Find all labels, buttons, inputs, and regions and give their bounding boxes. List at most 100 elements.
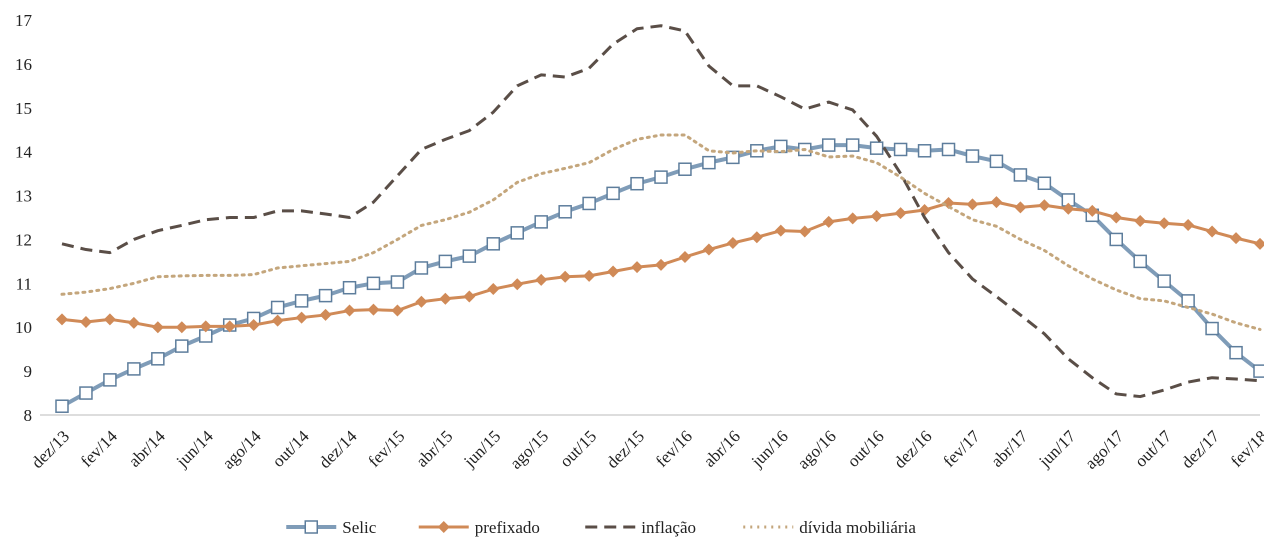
point	[56, 313, 68, 326]
point	[1205, 321, 1219, 336]
point	[893, 142, 908, 157]
point	[103, 313, 116, 326]
y-tick-label: 17	[15, 11, 33, 30]
x-tick-label: dez/17	[1178, 426, 1224, 472]
point	[1230, 232, 1243, 245]
point	[1254, 237, 1264, 250]
point	[846, 212, 859, 225]
point	[319, 308, 332, 321]
x-tick-label: out/17	[1131, 426, 1176, 471]
point	[870, 210, 883, 223]
x-tick-label: fev/16	[652, 427, 696, 471]
point	[391, 304, 404, 317]
y-tick-label: 8	[24, 406, 33, 425]
point	[462, 249, 477, 263]
point	[678, 162, 692, 176]
x-tick-label: ago/15	[506, 427, 552, 473]
series-line	[61, 24, 1261, 399]
point	[606, 186, 620, 201]
point	[175, 339, 189, 353]
point	[55, 399, 69, 413]
legend-label: inflação	[641, 518, 696, 537]
point	[1158, 217, 1171, 230]
point	[582, 196, 596, 211]
x-tick-label: fev/14	[77, 426, 121, 470]
point	[1013, 168, 1028, 182]
point	[510, 226, 524, 240]
y-tick-label: 9	[24, 362, 33, 381]
x-tick-label: out/14	[269, 426, 314, 471]
point	[463, 290, 476, 303]
point	[989, 154, 1004, 169]
point	[726, 236, 739, 249]
x-tick-label: dez/14	[315, 426, 361, 472]
x-tick-label: jun/14	[172, 426, 217, 471]
point	[1133, 254, 1147, 269]
point	[821, 138, 836, 152]
point	[487, 283, 500, 296]
point	[175, 321, 188, 334]
x-tick-label: fev/18	[1227, 427, 1264, 471]
point	[774, 224, 787, 237]
point	[367, 303, 380, 316]
y-tick-label: 10	[15, 318, 32, 337]
x-tick-label: jun/16	[747, 427, 792, 472]
point	[151, 352, 165, 366]
point	[1134, 215, 1147, 228]
legend-marker	[304, 520, 318, 534]
y-tick-label: 16	[15, 55, 32, 74]
y-tick-label: 13	[15, 187, 32, 206]
series-line	[60, 133, 1262, 331]
point	[534, 215, 548, 229]
legend-label: dívida mobiliária	[799, 518, 916, 537]
legend-marker	[437, 521, 450, 533]
point	[1253, 364, 1264, 378]
x-tick-label: ago/17	[1081, 426, 1128, 473]
point	[1038, 199, 1051, 212]
point	[702, 243, 715, 256]
y-tick-label: 15	[15, 99, 32, 118]
point	[1206, 225, 1219, 238]
point	[295, 311, 308, 324]
legend-label: prefixado	[475, 518, 540, 537]
point	[151, 321, 164, 334]
point	[990, 196, 1003, 209]
point	[1062, 202, 1075, 215]
x-tick-label: jun/17	[1035, 426, 1080, 471]
point	[869, 141, 884, 155]
y-tick-label: 11	[16, 274, 32, 293]
point	[607, 265, 620, 278]
point	[294, 294, 309, 308]
y-tick-label: 14	[15, 143, 33, 162]
point	[1157, 274, 1171, 288]
point	[630, 176, 644, 191]
x-tick-label: fev/15	[364, 427, 408, 471]
point	[79, 386, 93, 400]
point	[270, 300, 285, 315]
point	[583, 269, 596, 282]
point	[774, 139, 788, 154]
point	[1086, 204, 1099, 217]
point	[486, 237, 501, 251]
point	[318, 288, 333, 303]
point	[918, 204, 931, 217]
point	[1014, 201, 1027, 214]
point	[415, 295, 428, 308]
point	[559, 270, 572, 283]
point	[798, 225, 811, 238]
point	[750, 231, 763, 244]
point	[894, 207, 907, 220]
point	[917, 144, 932, 158]
point	[965, 149, 980, 163]
point	[343, 304, 356, 317]
point	[366, 276, 381, 291]
x-tick-label: abr/17	[987, 426, 1031, 470]
point	[103, 373, 117, 387]
legend-label: Selic	[342, 518, 376, 537]
point	[223, 320, 236, 333]
point	[199, 320, 212, 333]
point	[127, 362, 141, 376]
point	[390, 275, 405, 289]
